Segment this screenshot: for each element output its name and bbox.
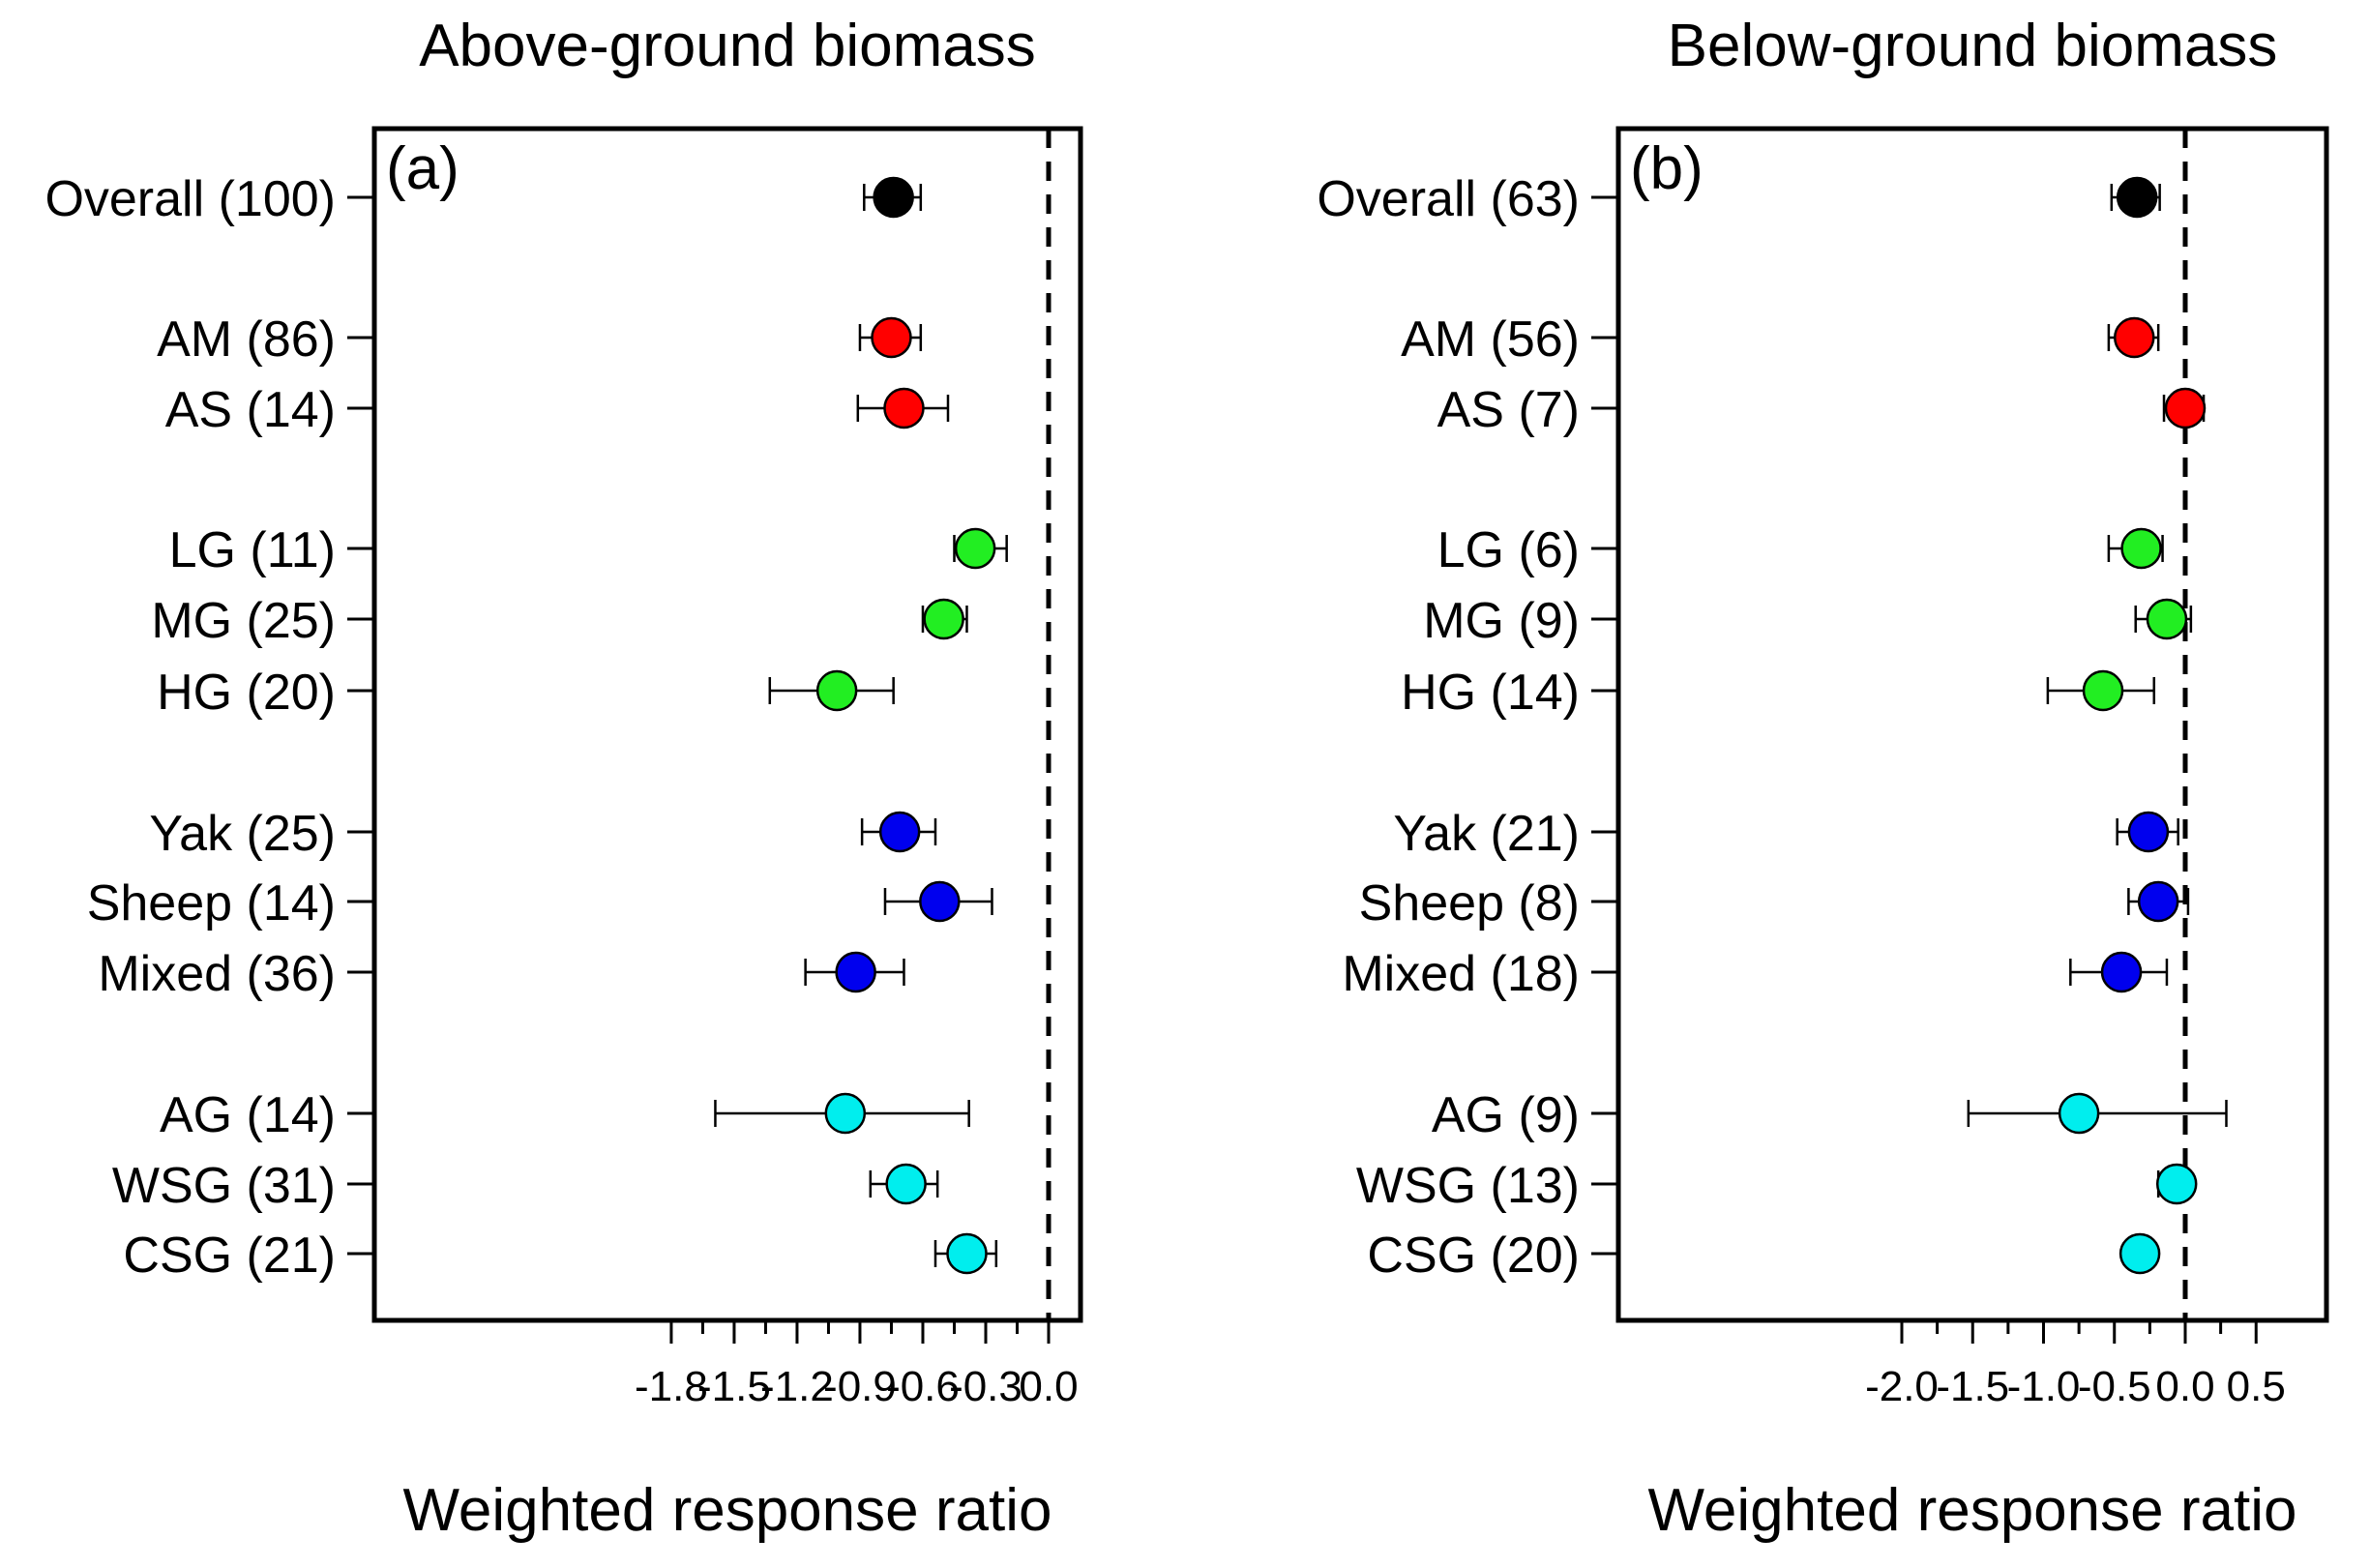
chart-title: Above-ground biomass — [419, 13, 1036, 79]
data-point — [2164, 387, 2207, 429]
data-point — [2116, 176, 2158, 219]
data-point — [2058, 1092, 2100, 1135]
plot-frame — [1615, 126, 2329, 1323]
category-label: CSG (21) — [123, 1228, 336, 1284]
data-point — [2127, 811, 2170, 853]
category-label: Overall (63) — [1317, 171, 1580, 227]
data-point — [2155, 1163, 2198, 1205]
category-label: MG (25) — [151, 593, 336, 649]
chart-title: Below-ground biomass — [1668, 13, 2278, 79]
data-point — [824, 1092, 867, 1135]
data-point — [815, 669, 858, 712]
x-tick-label: 0.0 — [2155, 1363, 2214, 1410]
x-tick-label: -2.0 — [1865, 1363, 1939, 1410]
panel-below-ground: Below-ground biomass(b)-2.0-1.5-1.0-0.5 0… — [1317, 13, 2329, 1544]
data-point — [2100, 951, 2143, 993]
x-tick-label: -1.0 — [2007, 1363, 2081, 1410]
category-label: Sheep (8) — [1359, 875, 1580, 932]
category-label: HG (14) — [1401, 665, 1580, 721]
x-tick-label: 0.0 — [1019, 1363, 1078, 1410]
plot-frame — [371, 126, 1083, 1323]
category-label: Mixed (18) — [1342, 946, 1580, 1002]
x-tick-label: -1.2 — [760, 1363, 834, 1410]
data-point — [2137, 880, 2179, 923]
category-label: AM (86) — [157, 311, 336, 368]
data-point — [946, 1232, 988, 1275]
x-tick-label: -1.8 — [635, 1363, 708, 1410]
category-label: AS (14) — [165, 382, 336, 438]
data-point — [954, 527, 996, 570]
category-label: AM (56) — [1401, 311, 1580, 368]
data-point — [878, 811, 921, 853]
data-point — [835, 951, 876, 993]
data-point — [883, 387, 925, 429]
x-tick-label: -0.6 — [886, 1363, 960, 1410]
category-label: LG (6) — [1437, 522, 1580, 578]
data-point — [2146, 598, 2188, 640]
category-label: Sheep (14) — [87, 875, 336, 932]
category-label: Mixed (36) — [98, 946, 336, 1002]
category-label: AS (7) — [1437, 382, 1580, 438]
data-point — [923, 598, 964, 640]
category-label: WSG (13) — [1356, 1158, 1580, 1214]
data-point — [2118, 1232, 2161, 1275]
x-tick-label: -1.5 — [1936, 1363, 2009, 1410]
category-label: Yak (25) — [149, 806, 336, 862]
category-label: HG (20) — [157, 665, 336, 721]
data-point — [2082, 669, 2124, 712]
data-point — [885, 1163, 927, 1205]
data-point — [873, 176, 914, 219]
panel-label: (b) — [1630, 135, 1703, 202]
category-label: CSG (20) — [1367, 1228, 1580, 1284]
category-label: Overall (100) — [44, 171, 336, 227]
data-point — [2114, 316, 2155, 359]
x-tick-label: -0.9 — [823, 1363, 897, 1410]
category-label: AG (9) — [1432, 1087, 1580, 1143]
x-tick-label: -0.3 — [949, 1363, 1022, 1410]
category-label: WSG (31) — [112, 1158, 336, 1214]
panel-above-ground: Above-ground biomass(a)-1.8-1.5-1.2-0.9-… — [44, 13, 1083, 1544]
category-label: MG (9) — [1423, 593, 1580, 649]
panel-label: (a) — [386, 135, 459, 202]
x-axis-label: Weighted response ratio — [1648, 1477, 2297, 1544]
category-label: LG (11) — [169, 522, 336, 578]
x-tick-label: -0.5 — [2078, 1363, 2151, 1410]
data-point — [919, 880, 961, 923]
category-label: AG (14) — [160, 1087, 336, 1143]
category-label: Yak (21) — [1393, 806, 1580, 862]
x-axis-label: Weighted response ratio — [403, 1477, 1052, 1544]
x-tick-label: 0.5 — [2227, 1363, 2286, 1410]
x-tick-label: -1.5 — [697, 1363, 771, 1410]
data-point — [871, 316, 912, 359]
data-point — [2120, 527, 2162, 570]
